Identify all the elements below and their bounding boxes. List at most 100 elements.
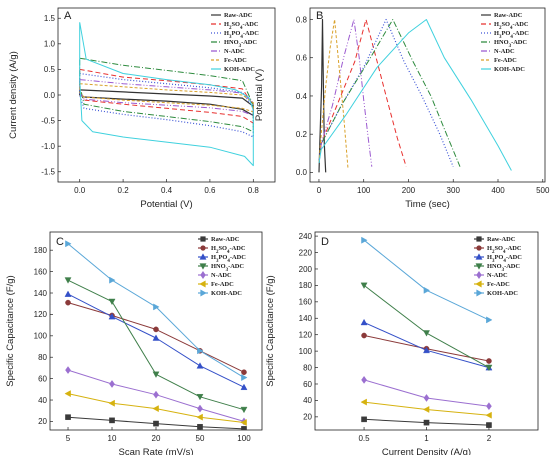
- data-point-h2so4-adc: [361, 332, 367, 339]
- chart-panel-a: -1.5 -1.0 -0.5 0.0 0.5 1.0 1.5 0.0 0.2 0.4 0.6 0.8 P…: [8, 7, 276, 210]
- series-line-koh-adc: [79, 22, 254, 167]
- y-tick-label: 0.8: [296, 15, 308, 24]
- data-point-raw-adc: [109, 417, 115, 424]
- data-point-koh-adc: [241, 374, 248, 381]
- data-point-h2so4-adc: [486, 358, 492, 364]
- data-point-raw-adc: [65, 414, 71, 420]
- series-line-h3po4-adc: [79, 72, 254, 138]
- chart-panel-b: 0.0 0.2 0.4 0.6 0.8 0 100 200 300 400 500 Time (sec…: [254, 7, 550, 210]
- data-point-fe-adc: [422, 406, 430, 413]
- y-tick-label: 180: [34, 246, 48, 255]
- plot-frame: [309, 7, 546, 183]
- legend-label: KOH-ADC: [487, 290, 518, 297]
- panel-letter: D: [321, 236, 329, 248]
- y-tick-label: 80: [303, 363, 312, 372]
- data-point-h2so4-adc: [153, 326, 159, 333]
- data-point-h3po4-adc: [360, 318, 368, 326]
- x-tick-label: 500: [536, 186, 550, 195]
- legend-label: Fe-ADC: [494, 57, 517, 64]
- legend-label: Raw-ADC: [487, 236, 516, 243]
- series-line-n-adc: [318, 19, 373, 167]
- x-tick-label: 0: [317, 186, 322, 195]
- x-axis-label: Potential (V): [140, 199, 192, 210]
- y-tick-label: -0.5: [41, 116, 55, 125]
- x-tick-label: 20: [152, 434, 161, 443]
- legend-label: KOH-ADC: [224, 66, 255, 73]
- legend-marker: [475, 263, 483, 270]
- series-line-h3po4-adc: [363, 321, 490, 369]
- y-tick-label: 140: [34, 289, 48, 298]
- y-tick-label: 60: [303, 380, 312, 389]
- legend-label: N-ADC: [487, 272, 508, 279]
- legend-label: KOH-ADC: [211, 290, 242, 297]
- y-tick-label: 0.5: [44, 65, 56, 74]
- legend-label: Raw-ADC: [211, 236, 240, 243]
- data-point-h3po4-adc: [423, 346, 430, 354]
- panel-letter: B: [316, 10, 323, 22]
- legend-marker: [475, 253, 483, 260]
- x-tick-label: 50: [196, 434, 205, 443]
- data-point-h3po4-adc: [196, 362, 204, 369]
- x-tick-label: 0.0: [74, 186, 86, 195]
- data-point-hno3-adc: [240, 406, 248, 414]
- data-point-fe-adc: [485, 411, 492, 419]
- y-axis-label: Current density (A/g): [8, 51, 19, 139]
- y-tick-label: 140: [299, 314, 313, 323]
- y-tick-label: 100: [34, 332, 48, 341]
- series-line-fe-adc: [318, 19, 349, 169]
- series-layer: [79, 22, 254, 167]
- legend-marker: [200, 271, 206, 279]
- series-line-fe-adc: [79, 83, 254, 113]
- data-point-fe-adc: [240, 419, 247, 426]
- y-tick-label: 60: [38, 374, 47, 383]
- y-tick-label: 100: [299, 347, 313, 356]
- chart-panel-d: 20 40 60 80 100 120 140 160 180 200 220 240 0.5 1 2 Cur…: [265, 231, 539, 455]
- legend-label: N-ADC: [211, 272, 232, 279]
- data-point-n-adc: [361, 375, 367, 384]
- data-point-h2so4-adc: [241, 369, 247, 376]
- series-line-h3po4-adc: [318, 18, 454, 167]
- data-point-raw-adc: [486, 422, 492, 428]
- data-point-hno3-adc: [485, 364, 493, 372]
- legend-label: Fe-ADC: [211, 281, 234, 288]
- legend-label: H2SO4-ADC: [494, 21, 529, 31]
- data-point-h3po4-adc: [64, 290, 72, 297]
- data-point-koh-adc: [486, 316, 493, 324]
- data-point-hno3-adc: [108, 298, 116, 306]
- x-axis-label: Time (sec): [405, 199, 450, 210]
- data-point-h3po4-adc: [152, 334, 160, 341]
- series-line-n-adc: [363, 379, 489, 407]
- x-tick-label: 0.2: [118, 186, 130, 195]
- data-point-hno3-adc: [360, 282, 368, 289]
- legend-label: HNO3-ADC: [487, 263, 520, 273]
- data-point-h3po4-adc: [108, 313, 116, 320]
- x-tick-label: 5: [66, 434, 71, 443]
- legend-label: H2SO4-ADC: [224, 21, 259, 31]
- series-line-h2so4-adc: [318, 19, 407, 167]
- data-point-koh-adc: [153, 303, 160, 311]
- data-point-h2so4-adc: [65, 299, 71, 306]
- series-layer: [360, 236, 493, 428]
- legend-marker: [199, 253, 207, 260]
- y-tick-label: 0.0: [296, 168, 308, 177]
- y-tick-label: 0.0: [44, 91, 56, 100]
- series-line-raw-adc: [318, 18, 327, 173]
- x-tick-label: 10: [108, 434, 117, 443]
- x-axis-label: Current Density (A/g): [382, 447, 471, 455]
- data-point-n-adc: [486, 402, 492, 411]
- legend-label: Raw-ADC: [494, 12, 523, 19]
- series-line-hno3-adc: [67, 279, 245, 411]
- legend-label: Fe-ADC: [224, 57, 247, 64]
- legend-label: HNO3-ADC: [494, 39, 527, 49]
- legend-label: Raw-ADC: [224, 12, 253, 19]
- y-tick-label: 0.6: [296, 54, 308, 63]
- data-point-fe-adc: [196, 413, 203, 421]
- legend-label: H3PO4-ADC: [224, 30, 259, 40]
- y-tick-label: 0.2: [296, 130, 308, 139]
- y-tick-label: 1.0: [44, 40, 56, 49]
- y-tick-label: 120: [299, 330, 313, 339]
- x-tick-label: 1: [424, 434, 429, 443]
